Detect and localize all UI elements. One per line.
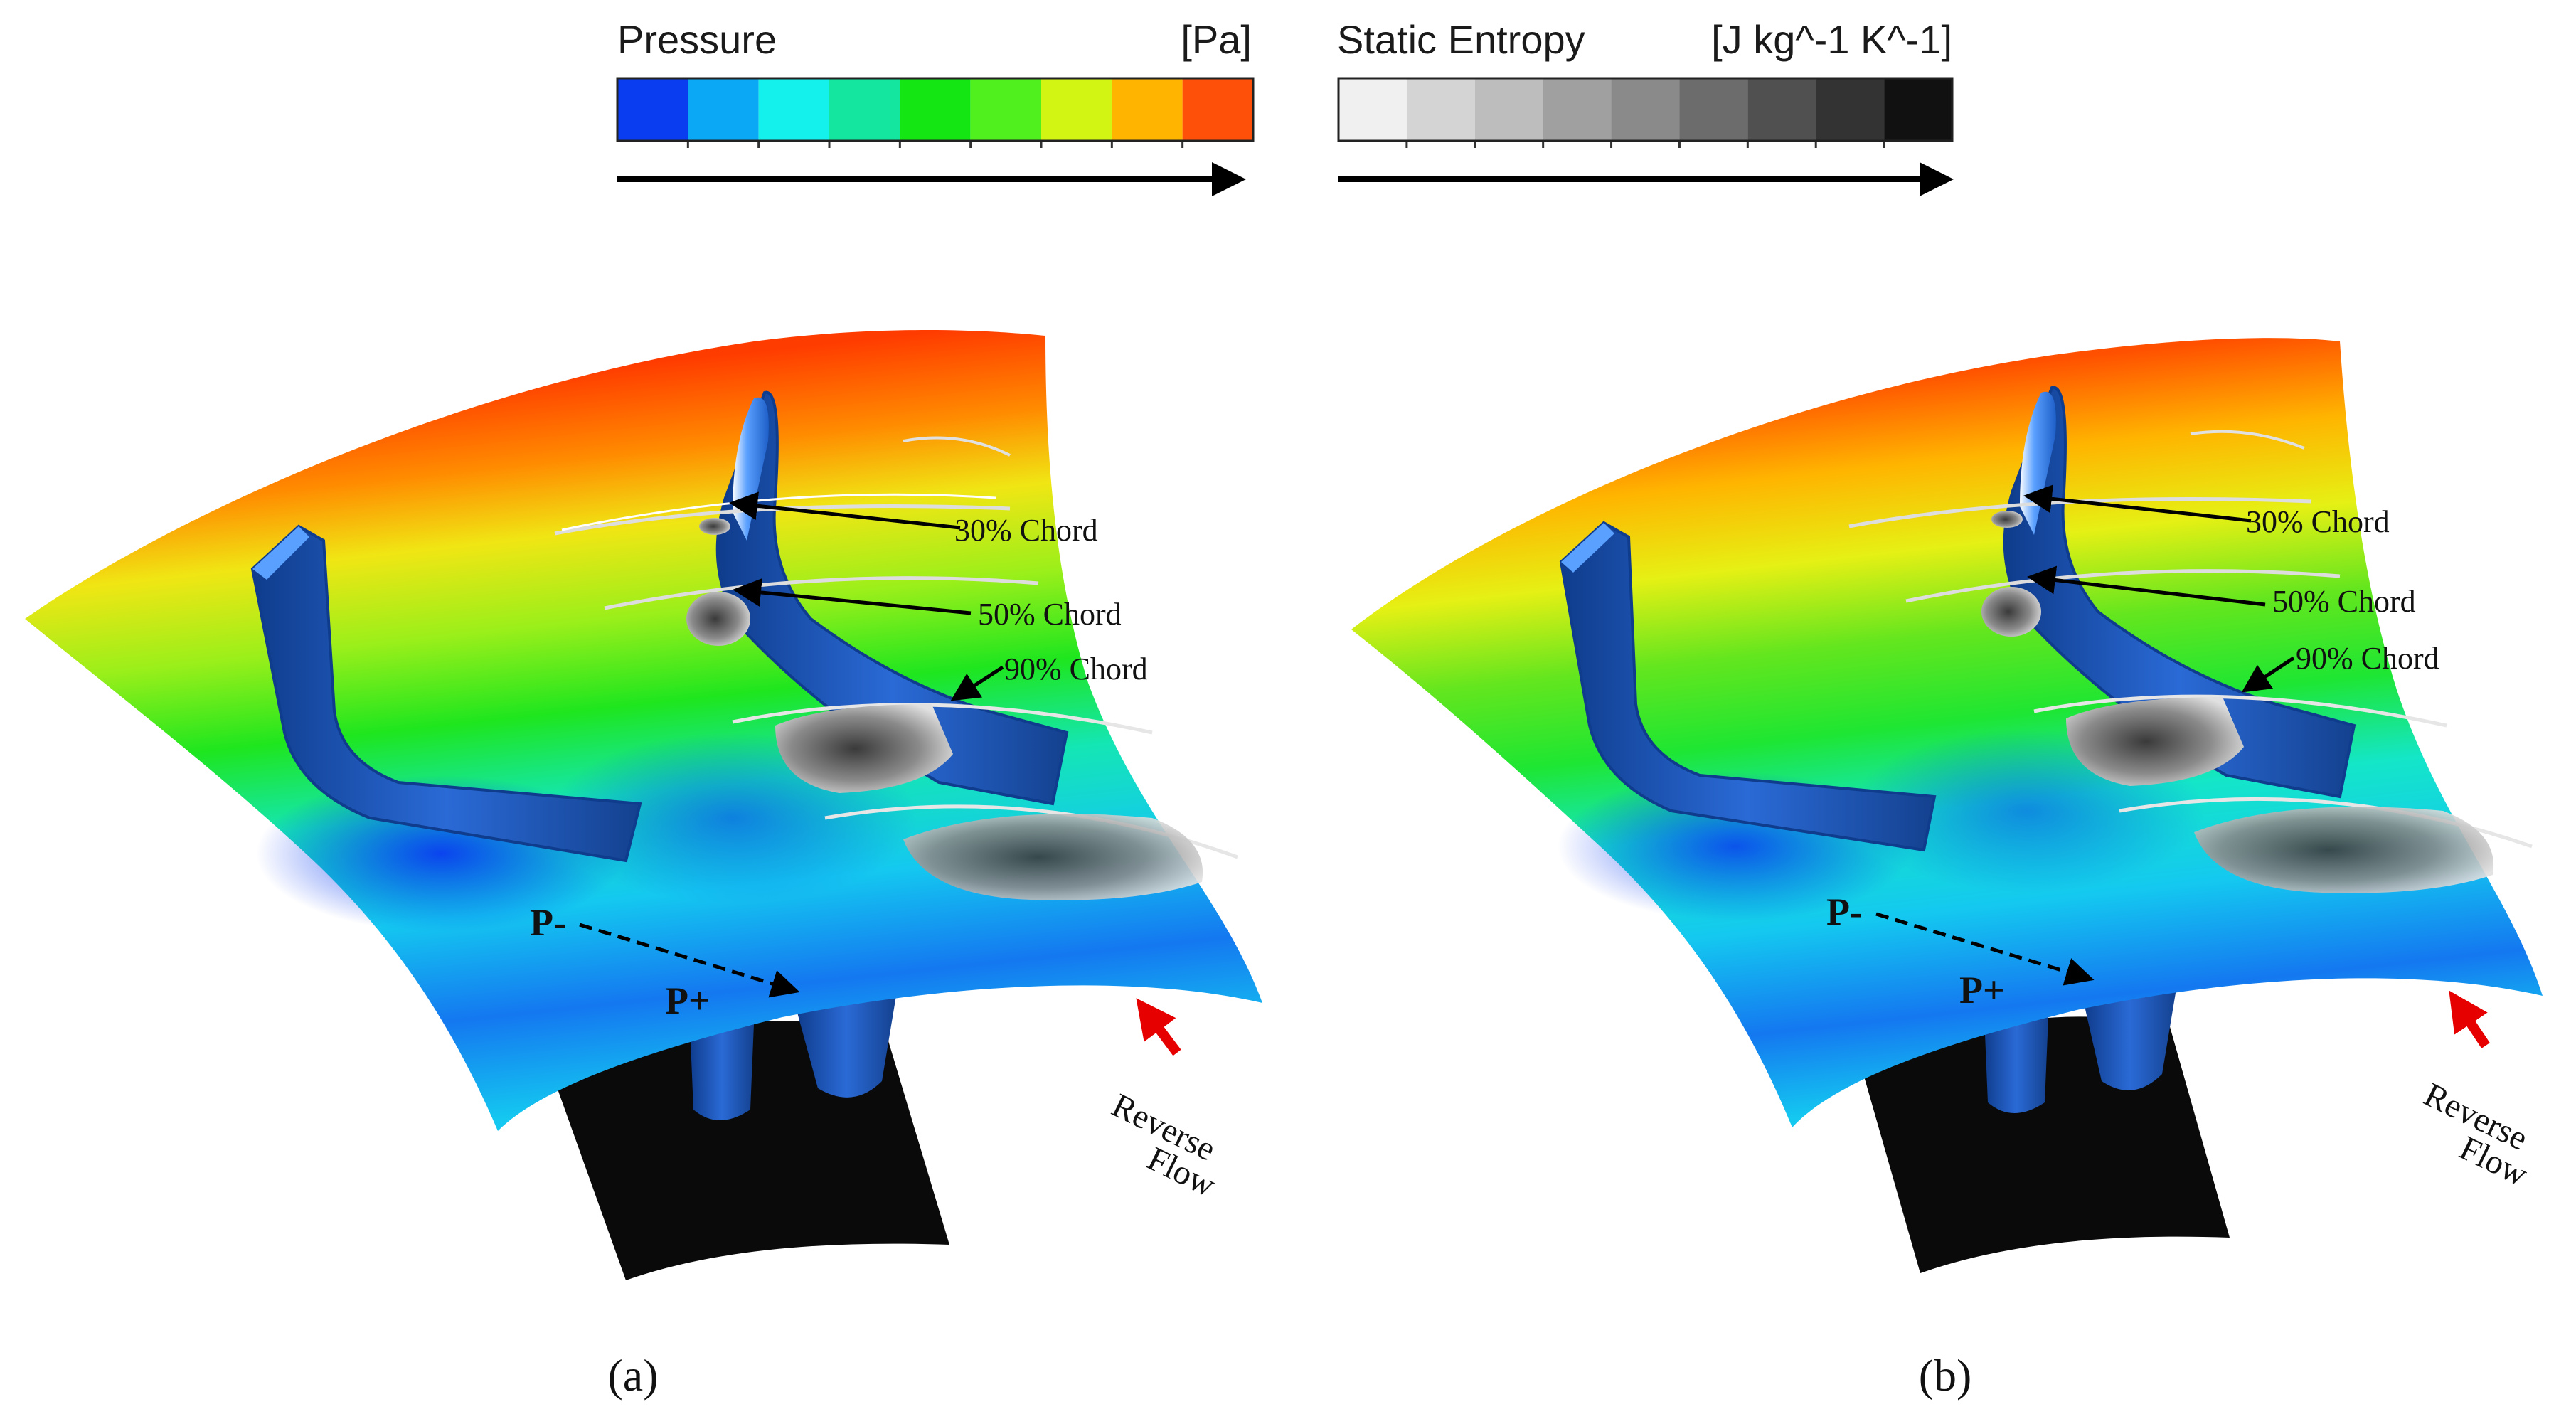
entropy-colorbar-swatch xyxy=(1338,78,1407,141)
entropy-wake-50 xyxy=(686,592,750,646)
panel-b: 30% Chord 50% Chord 90% Chord P- P+ Reve… xyxy=(1351,338,2543,1401)
entropy-wake-90 xyxy=(2066,697,2244,786)
pressure-colorbar-swatch xyxy=(1041,78,1112,141)
pressure-colorbar xyxy=(616,77,1255,148)
chord50-label: 50% Chord xyxy=(2272,584,2416,619)
entropy-colorbar-swatch xyxy=(1884,78,1952,141)
chord-slice xyxy=(2033,694,2447,728)
pressure-legend-title: Pressure xyxy=(617,17,777,62)
entropy-wake-outlet xyxy=(2194,807,2494,893)
chord90-label: 90% Chord xyxy=(1004,652,1148,686)
pressure-legend-unit: [Pa] xyxy=(1181,17,1252,62)
blade-root xyxy=(690,1024,754,1120)
pressure-colorbar-swatch xyxy=(758,78,829,141)
chord-slice xyxy=(561,493,996,531)
entropy-colorbar xyxy=(1337,77,1954,148)
pressure-colorbar-swatch xyxy=(1182,78,1253,141)
chord90-label: 90% Chord xyxy=(2296,641,2439,676)
p-plus-label: P+ xyxy=(1959,969,2005,1011)
reverse-flow-arrow xyxy=(2449,990,2490,1048)
chord-slice xyxy=(903,436,1011,457)
pressure-colorbar-swatch xyxy=(688,78,759,141)
chord-slice xyxy=(1905,569,2341,603)
entropy-legend-unit: [J kg^-1 K^-1] xyxy=(1711,17,1952,62)
entropy-colorbar-swatch xyxy=(1543,78,1612,141)
chord-slice xyxy=(2190,430,2305,450)
reverse-flow-arrow xyxy=(1136,998,1181,1056)
entropy-colorbar-swatch xyxy=(1406,78,1475,141)
chord90-arrow xyxy=(2241,656,2295,693)
front-blade xyxy=(250,524,642,863)
chord30-label: 30% Chord xyxy=(2246,504,2390,539)
p-minus-label: P- xyxy=(1826,891,1863,933)
pressure-gradient-arrow xyxy=(1875,912,2095,986)
entropy-wake-50 xyxy=(1981,587,2041,637)
pressure-colorbar-border xyxy=(616,77,1255,142)
blade-root xyxy=(797,996,896,1098)
chord30-label: 30% Chord xyxy=(954,513,1098,548)
chord50-arrow xyxy=(733,578,972,615)
chord-slice xyxy=(604,576,1039,610)
chord30-arrow xyxy=(729,491,961,530)
panel-b-label: (b) xyxy=(1919,1350,1972,1401)
pressure-colorbar-swatch xyxy=(829,78,900,141)
entropy-colorbar-swatch xyxy=(1816,78,1885,141)
chord-slice xyxy=(1848,497,2312,528)
entropy-legend-title: Static Entropy xyxy=(1337,17,1585,62)
pressure-contour-surface xyxy=(1351,338,2543,1127)
pressure-colorbar-swatch xyxy=(900,78,971,141)
pressure-legend: Pressure [Pa] xyxy=(616,17,1255,196)
panel-a: 30% Chord 50% Chord 90% Chord P- P+ Reve… xyxy=(25,329,1262,1401)
entropy-wake-30 xyxy=(1991,511,2023,528)
entropy-colorbar-swatch xyxy=(1747,78,1816,141)
entropy-wake-outlet xyxy=(903,814,1203,900)
blade-root xyxy=(2084,989,2176,1090)
pressure-colorbar-swatch xyxy=(970,78,1041,141)
chord90-arrow xyxy=(950,665,1004,701)
chord-slice xyxy=(732,703,1153,735)
entropy-colorbar-border xyxy=(1337,77,1954,142)
entropy-colorbar-swatch xyxy=(1474,78,1543,141)
entropy-wake-30 xyxy=(699,518,730,535)
chord50-arrow xyxy=(2027,565,2266,607)
entropy-legend: Static Entropy [J kg^-1 K^-1] xyxy=(1337,17,1954,196)
p-plus-label: P+ xyxy=(665,979,710,1022)
p-minus-label: P- xyxy=(530,901,566,944)
pressure-contour-surface xyxy=(25,329,1262,1132)
blade-root xyxy=(1984,1017,2048,1113)
pressure-colorbar-swatch xyxy=(617,78,688,141)
blade-tip xyxy=(252,526,309,580)
blade-tip xyxy=(1561,523,1614,573)
chord30-arrow xyxy=(2023,484,2252,523)
entropy-colorbar-swatch xyxy=(1679,78,1748,141)
entropy-wake-90 xyxy=(775,704,953,793)
chord-slice xyxy=(554,504,1011,536)
pressure-colorbar-swatch xyxy=(1112,78,1183,141)
pressure-gradient-arrow xyxy=(579,923,800,998)
chord50-label: 50% Chord xyxy=(978,597,1122,632)
entropy-colorbar-swatch xyxy=(1611,78,1680,141)
front-blade xyxy=(1559,521,1937,852)
panel-a-label: (a) xyxy=(607,1350,658,1401)
